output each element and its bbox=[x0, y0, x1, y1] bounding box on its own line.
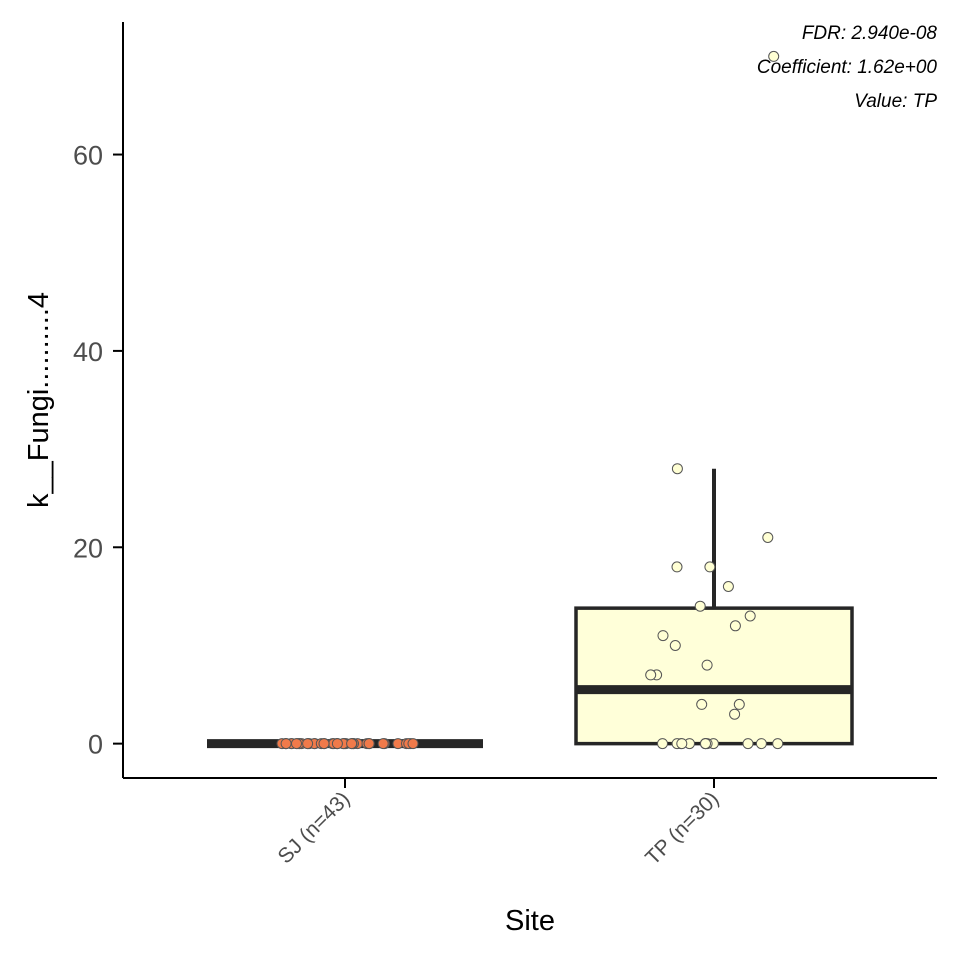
data-point bbox=[729, 708, 741, 720]
data-point bbox=[755, 738, 767, 750]
annotation-value: Value: TP bbox=[854, 91, 937, 112]
data-point bbox=[645, 669, 657, 681]
data-point bbox=[363, 738, 375, 750]
box-layer bbox=[207, 468, 854, 749]
data-point bbox=[280, 738, 292, 750]
annotation-fdr: FDR: 2.940e-08 bbox=[802, 23, 938, 44]
data-point bbox=[722, 581, 734, 592]
y-tick-label: 60 bbox=[73, 141, 103, 171]
data-point bbox=[346, 738, 358, 750]
x-ticks: SJ (n=43) TP (n=30) bbox=[273, 778, 724, 870]
points-layer bbox=[276, 50, 784, 750]
data-point bbox=[694, 600, 706, 612]
box-1 bbox=[574, 468, 854, 746]
box-body bbox=[574, 606, 854, 746]
data-point bbox=[733, 698, 745, 710]
x-tick-label: TP (n=30) bbox=[641, 787, 723, 869]
data-point bbox=[768, 50, 780, 62]
data-point bbox=[762, 532, 774, 543]
data-point bbox=[407, 738, 419, 750]
y-axis-title: k__Fungi..........4 bbox=[23, 292, 55, 508]
data-point bbox=[657, 630, 669, 642]
data-point bbox=[704, 561, 716, 573]
data-point bbox=[744, 610, 756, 622]
data-point bbox=[772, 738, 784, 750]
annotation-coefficient: Coefficient: 1.62e+00 bbox=[757, 57, 938, 78]
data-point bbox=[701, 659, 713, 671]
data-point bbox=[377, 738, 389, 750]
data-point bbox=[318, 738, 330, 750]
data-point bbox=[657, 738, 668, 750]
y-tick-label: 0 bbox=[88, 730, 103, 760]
y-ticks: 0 20 40 60 bbox=[73, 141, 123, 760]
data-point bbox=[742, 738, 754, 750]
data-point bbox=[331, 738, 343, 750]
data-point bbox=[729, 620, 741, 632]
data-point bbox=[669, 640, 681, 651]
data-point bbox=[671, 561, 683, 573]
data-point bbox=[676, 738, 688, 750]
data-point bbox=[291, 738, 302, 750]
x-axis-title: Site bbox=[505, 905, 555, 937]
data-point bbox=[700, 738, 711, 750]
data-point bbox=[696, 698, 708, 710]
y-tick-label: 40 bbox=[73, 337, 103, 367]
x-tick-label: SJ (n=43) bbox=[273, 787, 354, 868]
data-point bbox=[671, 463, 683, 475]
data-point bbox=[302, 738, 314, 750]
y-tick-label: 20 bbox=[73, 533, 103, 563]
